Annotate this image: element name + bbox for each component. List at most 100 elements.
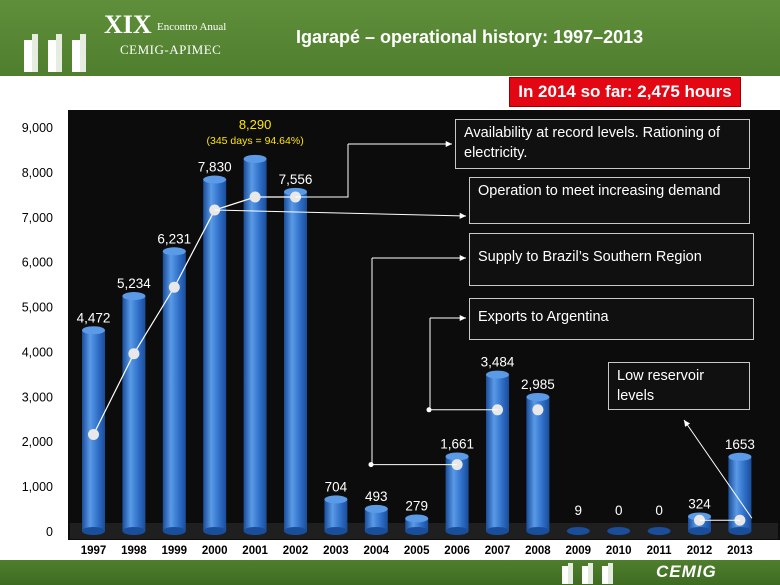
bar-base: [364, 527, 388, 535]
callout-southern-region: Supply to Brazil’s Southern Region: [469, 233, 754, 286]
bar: [364, 508, 388, 531]
cemig-apimec-logo-icon: [24, 34, 86, 72]
x-tick-label: 2003: [323, 545, 349, 557]
trend-point: [88, 428, 99, 440]
bar-top: [243, 154, 267, 163]
trend-line: [92, 196, 296, 435]
bar: [284, 191, 307, 531]
year-to-date-banner: In 2014 so far: 2,475 hours: [509, 77, 741, 107]
bar-top: [728, 452, 752, 461]
bar-value-label: 6,231: [157, 231, 191, 246]
marker-point: [532, 404, 544, 416]
event-number: XIX: [104, 10, 152, 39]
x-tick-label: 2004: [364, 545, 390, 557]
bar-top: [445, 452, 469, 461]
bar: [486, 374, 509, 531]
connector-southern: [371, 258, 458, 466]
y-tick-label: 3,000: [22, 390, 53, 404]
footer-brand: CEMIG: [656, 562, 717, 581]
header-bar: XIX Encontro Anual CEMIG-APIMEC Igarapé …: [0, 0, 780, 76]
y-tick-label: 5,000: [22, 301, 53, 315]
connector-reservoir-head: [684, 420, 691, 427]
x-tick-label: 2013: [727, 545, 753, 557]
bar-base: [243, 527, 267, 535]
bar-top: [82, 326, 105, 335]
callout-increasing-demand: Operation to meet increasing demand: [469, 177, 750, 224]
bar: [203, 179, 227, 531]
bar-value-label: 3,484: [481, 355, 515, 370]
y-tick-label: 8,000: [22, 166, 53, 180]
bar-value-label: 704: [325, 479, 348, 494]
bar-value-label: 7,556: [279, 172, 313, 187]
bar-value-label: 2,985: [521, 377, 555, 392]
x-tick-label: 2005: [404, 545, 430, 557]
bar-value-label: 493: [365, 489, 388, 504]
x-tick-label: 2001: [242, 545, 268, 557]
callout-exports-argentina: Exports to Argentina: [469, 298, 754, 340]
callout-record-availability: Availability at record levels. Rationing…: [455, 119, 750, 169]
bar-base: [566, 527, 590, 535]
connector-southern-arrow-head: [459, 254, 466, 262]
bar: [445, 456, 469, 531]
bar-value-label: 7,830: [198, 160, 232, 175]
x-tick-label: 2006: [444, 545, 470, 557]
y-tick-label: 6,000: [22, 256, 53, 270]
bar-value-label: 4,472: [77, 310, 111, 325]
connector-dot: [426, 407, 432, 413]
bar-value-label: 5,234: [117, 276, 151, 291]
x-tick-label: 1997: [81, 545, 107, 557]
bar-top: [405, 514, 429, 523]
y-tick-label: 2,000: [22, 435, 53, 449]
footer-logo-icon: [562, 563, 613, 584]
connector-demand-head: [459, 212, 466, 219]
x-tick-label: 2008: [525, 545, 551, 557]
connector-record: [295, 144, 349, 198]
bar-value-label: 8,290: [239, 117, 272, 132]
x-tick-label: 2010: [606, 545, 632, 557]
y-tick-label: 4,000: [22, 345, 53, 359]
bar-base: [324, 527, 348, 535]
y-tick-label: 9,000: [22, 121, 53, 135]
bar-base: [647, 527, 671, 535]
bar-top: [203, 175, 227, 184]
event-organization: CEMIG-APIMEC: [120, 42, 222, 57]
bar-top: [486, 370, 509, 379]
bar-base: [688, 527, 711, 535]
footer-bar: CEMIG: [0, 560, 780, 585]
bar-top: [364, 504, 388, 513]
bar-value-label: 0: [615, 503, 623, 518]
bar-base: [405, 527, 429, 535]
bar-base: [284, 527, 307, 535]
bar-value-label: 1653: [725, 437, 755, 452]
bar-base: [526, 527, 550, 535]
bar-value-label: 279: [405, 498, 428, 513]
x-tick-label: 2000: [202, 545, 228, 557]
bar-top: [526, 393, 550, 402]
bar-base: [162, 527, 186, 535]
bar-base: [728, 527, 752, 535]
x-tick-label: 2002: [283, 545, 309, 557]
bar-base: [122, 527, 146, 535]
bar: [728, 456, 752, 531]
bar-top: [324, 495, 348, 504]
bar-base: [445, 527, 469, 535]
event-subtitle: Encontro Anual: [157, 21, 227, 33]
chart-svg: 0 1,000 2,000 3,000 4,000 5,000 6,000 7,000 8,00…: [22, 117, 778, 557]
connector-demand: [214, 209, 467, 217]
trend-point: [168, 281, 180, 293]
x-tick-label: 1999: [162, 545, 188, 557]
connector-reservoir: [683, 419, 753, 519]
bar: [243, 158, 267, 532]
x-tick-label: 2007: [485, 545, 511, 557]
bar-top: [162, 247, 186, 256]
bar-value-label: 0: [655, 503, 663, 518]
x-tick-label: 2012: [687, 545, 713, 557]
bar: [162, 251, 186, 531]
y-tick-label: 0: [46, 525, 53, 539]
bar: [324, 499, 348, 531]
x-tick-label: 1998: [121, 545, 147, 557]
bar-base: [486, 527, 509, 535]
bar-base: [82, 527, 105, 535]
bar-top: [122, 292, 146, 301]
y-tick-label: 7,000: [22, 211, 53, 225]
